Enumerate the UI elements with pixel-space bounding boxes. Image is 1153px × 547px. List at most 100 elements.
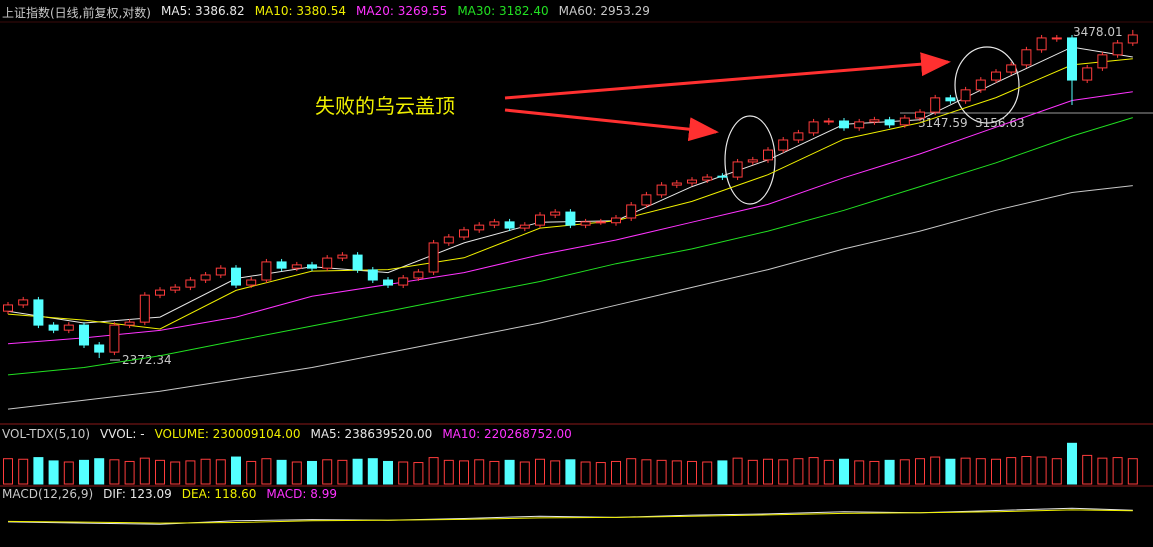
- volume-bar: [1036, 456, 1047, 485]
- volume-bar: [595, 462, 606, 485]
- candle-body: [519, 224, 530, 229]
- candle-body: [291, 264, 302, 269]
- volume-bar: [656, 459, 667, 485]
- volume-bar: [1067, 442, 1077, 485]
- candle-body: [504, 221, 515, 229]
- volume-bar: [215, 459, 226, 485]
- volume-bar: [854, 460, 865, 485]
- volume-bar: [124, 460, 135, 485]
- candle-body: [307, 264, 317, 269]
- candle-body: [535, 214, 545, 226]
- candle-body: [960, 89, 971, 102]
- candle-body: [1097, 54, 1108, 69]
- candle-body: [884, 119, 895, 126]
- volume-bar: [398, 461, 409, 485]
- candle-body: [443, 236, 454, 244]
- candle-body: [413, 271, 424, 279]
- volume-bar: [626, 458, 637, 485]
- candle-body: [352, 254, 363, 271]
- volume-bar: [793, 458, 804, 485]
- annotation-arrow: [504, 52, 951, 100]
- candle-body: [899, 117, 910, 126]
- candle-body: [611, 217, 621, 224]
- candle-body: [717, 175, 728, 178]
- candle-body: [550, 211, 561, 216]
- volume-bar: [732, 457, 743, 485]
- candle-body: [747, 159, 758, 163]
- header-item: DIF: 123.09: [103, 487, 172, 501]
- volume-bar: [519, 461, 530, 485]
- volume-bar: [641, 459, 652, 485]
- volume-bar: [550, 460, 561, 485]
- volume-bar: [869, 460, 880, 485]
- volume-bar: [1082, 454, 1093, 485]
- candle-body: [687, 179, 697, 184]
- volume-bar: [443, 459, 454, 485]
- header-item: MA20: 3269.55: [356, 4, 448, 18]
- candle-body: [139, 294, 150, 323]
- volume-bar: [307, 460, 317, 485]
- candle-body: [3, 304, 13, 312]
- volume-bar: [1127, 458, 1138, 485]
- line: [7, 91, 1133, 345]
- volume-bar: [170, 461, 181, 485]
- volume-bar: [94, 458, 105, 485]
- header-item: DEA: 118.60: [181, 487, 257, 501]
- volume-bar: [611, 460, 621, 485]
- candle-body: [1051, 37, 1062, 40]
- header-item: MA5: 3386.82: [161, 4, 245, 18]
- candle-body: [200, 274, 211, 281]
- volume-bar: [1006, 457, 1017, 485]
- volume-bar: [899, 459, 910, 485]
- volume-bar: [839, 458, 849, 485]
- header-item: VOL-TDX(5,10): [2, 427, 91, 441]
- header-item: VOLUME: 230009104.00: [154, 427, 301, 441]
- candle-body: [839, 120, 849, 129]
- volume-bar: [808, 457, 819, 485]
- volume-bar: [945, 458, 956, 485]
- volume-bar: [1051, 458, 1062, 485]
- candle-body: [732, 161, 743, 178]
- candle-body: [580, 221, 591, 226]
- volume-bar: [474, 459, 485, 485]
- header-item: MACD(12,26,9): [2, 487, 94, 501]
- candle-body: [48, 324, 59, 331]
- candle-body: [170, 286, 181, 291]
- candle-body: [1082, 67, 1093, 81]
- volume-bar: [231, 456, 241, 485]
- volume-bar: [155, 459, 165, 485]
- candle-body: [18, 299, 29, 306]
- candle-body: [778, 139, 789, 151]
- volume-bar: [1021, 456, 1032, 485]
- candle-body: [793, 132, 804, 141]
- volume-bar: [580, 461, 591, 485]
- annotation-text: 失败的乌云盖顶: [315, 94, 455, 118]
- volume-bar: [565, 459, 576, 485]
- price-label: 2372.34: [122, 353, 172, 367]
- header-item: MA10: 220268752.00: [442, 427, 572, 441]
- price-header: 上证指数(日线,前复权,对数) MA5: 3386.82 MA10: 3380.54…: [2, 4, 650, 21]
- highlight-ellipse: [724, 115, 776, 205]
- header-item: VVOL: -: [100, 427, 145, 441]
- candle-body: [945, 97, 956, 102]
- candle-body: [671, 182, 682, 186]
- header-item: MA60: 2953.29: [558, 4, 650, 18]
- volume-bar: [504, 459, 515, 485]
- volume-bar: [930, 456, 941, 485]
- candle-body: [474, 224, 485, 231]
- candle-body: [656, 184, 667, 196]
- volume-bar: [1112, 457, 1123, 485]
- volume-bar: [717, 460, 728, 485]
- volume-bar: [109, 459, 120, 485]
- volume-header: VOL-TDX(5,10) VVOL: - VOLUME: 230009104.00…: [2, 427, 572, 441]
- volume-bar: [291, 461, 302, 485]
- candle-body: [702, 176, 713, 181]
- candle-body: [383, 279, 393, 286]
- line: [7, 507, 1133, 525]
- candle-body: [1112, 42, 1123, 56]
- volume-bar: [200, 458, 211, 485]
- volume-bar: [763, 458, 773, 485]
- candle-body: [261, 261, 272, 281]
